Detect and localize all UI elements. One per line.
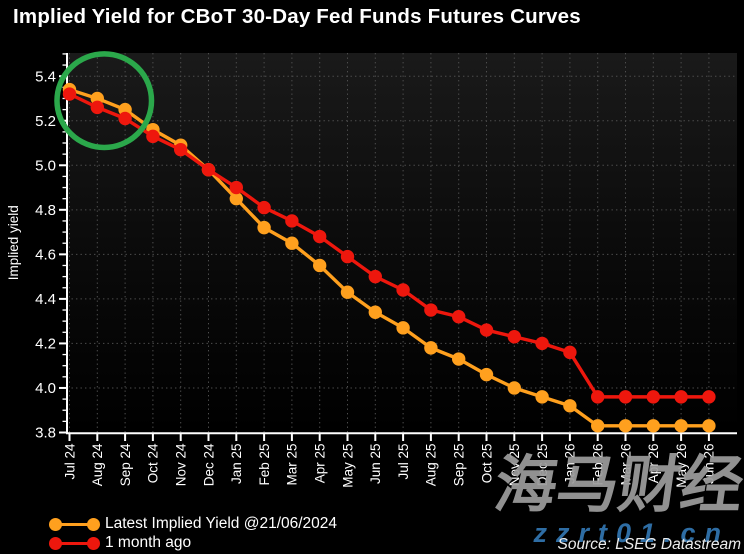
chart-legend: Latest Implied Yield @21/06/2024 1 month… (49, 515, 338, 552)
x-tick-label: Aug 24 (90, 443, 105, 486)
series-point-0 (535, 390, 549, 404)
x-tick-label: Dec 24 (201, 443, 216, 486)
x-tick-label: Sep 25 (452, 444, 467, 487)
y-tick-label: 4.0 (35, 380, 56, 397)
y-tick-label: 4.8 (35, 202, 56, 219)
series-point-1 (646, 390, 660, 404)
legend-item-month-ago: 1 month ago (49, 534, 337, 552)
series-point-1 (229, 180, 243, 195)
series-point-0 (452, 352, 466, 366)
series-point-1 (452, 310, 466, 324)
series-point-1 (146, 129, 160, 144)
series-point-0 (396, 321, 410, 335)
series-point-0 (646, 419, 660, 433)
series-point-0 (507, 381, 521, 395)
x-tick-label: Oct 25 (479, 444, 494, 484)
y-axis-title: Implied yield (6, 205, 21, 280)
x-tick-label: Feb 26 (591, 444, 606, 486)
x-tick-label: Nov 24 (174, 443, 189, 486)
x-tick-label: Jan 26 (563, 444, 578, 485)
series-point-1 (396, 283, 410, 297)
x-tick-label: May 25 (340, 444, 355, 488)
source-credit: Source: LSEG Datastream (557, 536, 742, 553)
legend-swatch-month-ago (49, 536, 100, 550)
y-tick-label: 4.4 (35, 291, 56, 308)
x-tick-label: Dec 25 (535, 444, 550, 487)
series-point-1 (368, 269, 382, 284)
x-tick-label: Apr 26 (646, 444, 661, 484)
series-point-1 (535, 336, 549, 351)
series-point-1 (479, 323, 494, 337)
series-point-1 (591, 390, 605, 404)
series-point-1 (424, 303, 438, 317)
series-point-0 (285, 236, 299, 250)
x-tick-label: Jul 25 (396, 444, 411, 480)
series-point-1 (174, 142, 188, 157)
series-point-0 (257, 220, 271, 235)
page-title: Implied Yield for CBoT 30-Day Fed Funds … (13, 5, 581, 28)
x-tick-label: Nov 25 (507, 444, 522, 487)
x-tick-label: Apr 25 (313, 444, 328, 484)
x-tick-label: Sep 24 (118, 443, 133, 486)
series-point-1 (563, 345, 577, 360)
series-point-1 (201, 163, 216, 177)
watermark-url: zzrt01.cn (533, 518, 730, 548)
series-point-0 (479, 367, 494, 382)
x-tick-label: Jan 25 (229, 444, 244, 485)
x-tick-label: Jul 24 (62, 443, 77, 480)
series-point-0 (368, 305, 382, 319)
y-tick-label: 5.0 (35, 157, 56, 174)
x-tick-label: Feb 25 (257, 444, 272, 486)
series-point-1 (62, 87, 77, 101)
series-point-0 (591, 419, 605, 433)
series-point-1 (118, 111, 132, 126)
x-tick-label: Oct 24 (146, 443, 161, 483)
y-tick-label: 4.2 (35, 336, 56, 353)
y-tick-label: 5.2 (35, 113, 56, 130)
series-point-0 (618, 419, 633, 433)
series-point-1 (257, 200, 271, 215)
series-point-0 (563, 399, 577, 413)
annotation-ellipse (54, 51, 155, 151)
x-tick-label: May 26 (674, 444, 689, 488)
legend-label-latest: Latest Implied Yield @21/06/2024 (105, 515, 338, 532)
series-point-1 (702, 390, 716, 404)
series-point-0 (229, 191, 243, 206)
series-point-0 (674, 419, 688, 433)
series-point-0 (313, 258, 327, 273)
x-tick-label: Jun 25 (368, 444, 383, 485)
x-tick-label: Mar 25 (285, 444, 300, 486)
series-point-1 (313, 229, 327, 244)
series-point-1 (285, 214, 299, 228)
watermark-brand: 海马财经 (490, 451, 744, 520)
legend-swatch-latest (49, 517, 100, 531)
x-tick-label: Jun 26 (702, 444, 717, 485)
series-point-1 (507, 330, 521, 344)
x-tick-label: Mar 26 (618, 444, 633, 486)
y-tick-label: 5.4 (35, 68, 56, 85)
legend-label-month-ago: 1 month ago (105, 534, 192, 551)
series-point-1 (90, 100, 105, 115)
series-point-0 (424, 341, 438, 355)
legend-item-latest: Latest Implied Yield @21/06/2024 (49, 515, 338, 533)
series-point-0 (702, 419, 716, 433)
series-point-1 (674, 390, 688, 404)
series-point-0 (340, 285, 355, 299)
plot-area (67, 53, 737, 433)
y-tick-label: 4.6 (35, 247, 56, 264)
x-tick-label: Aug 25 (424, 444, 439, 487)
series-point-1 (340, 249, 355, 264)
series-point-1 (618, 390, 633, 404)
y-tick-label: 3.8 (35, 425, 56, 442)
